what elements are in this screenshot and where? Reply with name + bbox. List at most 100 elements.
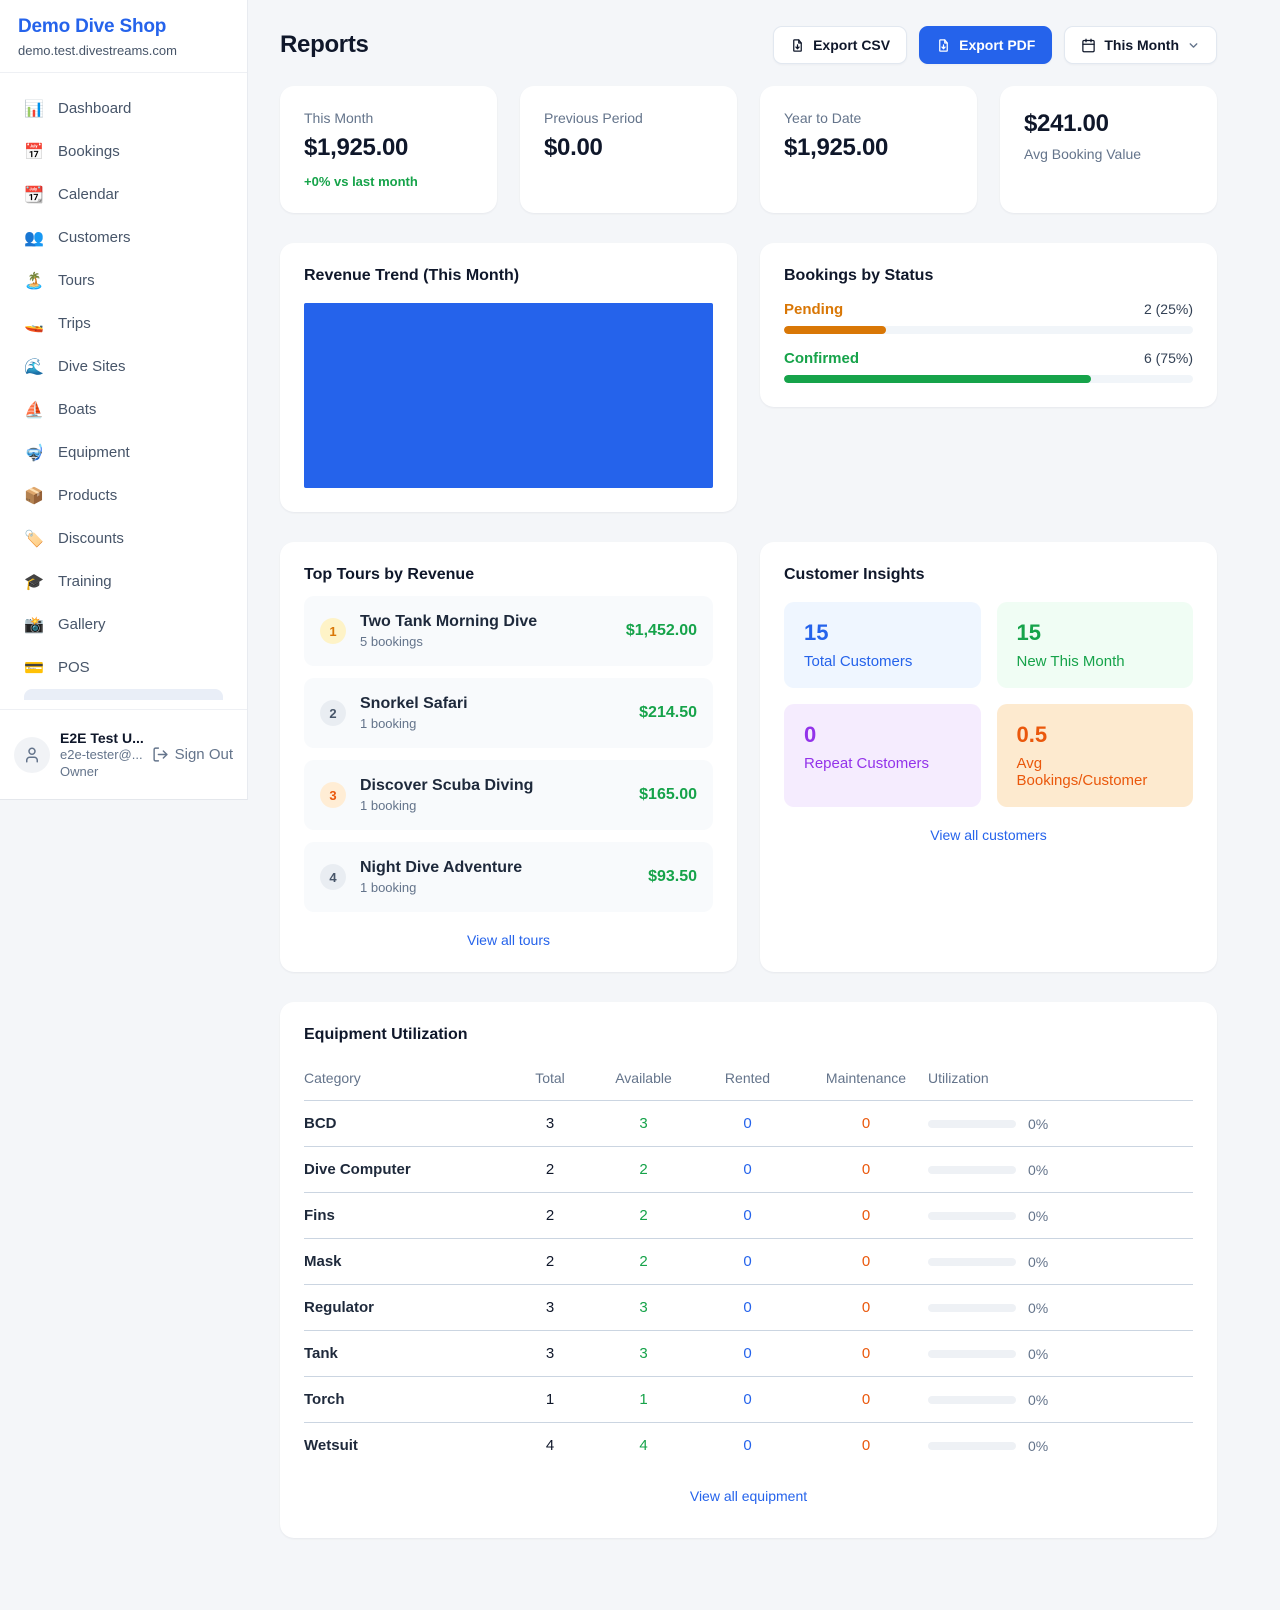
insight-value: 15 <box>804 620 829 645</box>
training-icon: 🎓 <box>24 573 44 591</box>
sidebar-item-equipment[interactable]: 🤿 Equipment <box>12 431 235 474</box>
topbar: Reports Export CSV Export PDF This Month <box>280 26 1217 64</box>
view-all-tours-link[interactable]: View all tours <box>466 932 550 948</box>
sidebar-item-trips[interactable]: 🚤 Trips <box>12 302 235 345</box>
sign-out-button[interactable]: Sign Out <box>152 746 233 763</box>
stat-value: $241.00 <box>1024 110 1109 137</box>
stat-delta: +0% vs last month <box>304 174 418 189</box>
stat-label: Avg Booking Value <box>1024 146 1142 162</box>
cell-available: 3 <box>596 1330 691 1377</box>
rank-badge: 4 <box>320 864 346 890</box>
sidebar-item-training[interactable]: 🎓 Training <box>12 560 235 603</box>
equipment-utilization-title: Equipment Utilization <box>304 1026 468 1043</box>
col-rented: Rented <box>691 1058 804 1101</box>
customers-icon: 👥 <box>24 229 44 247</box>
insight-label: Avg Bookings/Customer <box>1016 755 1148 789</box>
col-utilization: Utilization <box>928 1058 1193 1101</box>
table-row: Torch 1 1 0 0 0% <box>304 1376 1193 1423</box>
insight-value: 0 <box>804 722 817 747</box>
insight-grid: 15 Total Customers 15 New This Month 0 R… <box>784 602 1193 807</box>
cell-category: Tank <box>304 1330 504 1377</box>
sidebar-item-dashboard[interactable]: 📊 Dashboard <box>12 87 235 130</box>
tour-revenue: $1,452.00 <box>625 622 697 639</box>
products-icon: 📦 <box>24 487 44 505</box>
stat-label: This Month <box>304 110 374 126</box>
user-name: E2E Test U... <box>60 729 144 746</box>
cell-category: BCD <box>304 1100 504 1147</box>
cell-maintenance: 0 <box>861 1437 871 1454</box>
cell-maintenance: 0 <box>804 1192 928 1239</box>
period-label: This Month <box>1104 37 1179 53</box>
cell-available: 2 <box>596 1146 691 1193</box>
sidebar-item-discounts[interactable]: 🏷️ Discounts <box>12 517 235 560</box>
sidebar-item-pos[interactable]: 💳 POS <box>12 646 235 689</box>
shop-domain: demo.test.divestreams.com <box>18 43 177 58</box>
stat-value: $1,925.00 <box>304 134 409 161</box>
export-csv-button[interactable]: Export CSV <box>773 26 908 64</box>
utilization-bar <box>928 1303 1016 1312</box>
stat-label: Previous Period <box>544 110 643 126</box>
sidebar-item-products[interactable]: 📦 Products <box>12 474 235 517</box>
tour-revenue: $214.50 <box>639 704 697 721</box>
cell-category: Torch <box>304 1376 504 1423</box>
boats-icon: ⛵ <box>24 401 44 419</box>
export-pdf-button[interactable]: Export PDF <box>919 26 1053 64</box>
main-content: Reports Export CSV Export PDF This Month… <box>248 0 1280 1538</box>
sidebar-item-gallery[interactable]: 📸 Gallery <box>12 603 235 646</box>
table-row: Regulator 3 3 0 0 0% <box>304 1284 1193 1331</box>
status-label: Pending <box>784 301 844 318</box>
utilization-bar <box>928 1165 1016 1174</box>
cell-maintenance: 0 <box>804 1330 928 1377</box>
stat-card-this-month: This Month $1,925.00 +0% vs last month <box>280 86 497 213</box>
sidebar-item-tours[interactable]: 🏝️ Tours <box>12 259 235 302</box>
tour-name: Two Tank Morning Dive <box>360 613 538 630</box>
cell-total: 4 <box>545 1437 555 1454</box>
sidebar-item-dive-sites[interactable]: 🌊 Dive Sites <box>12 345 235 388</box>
insight-value: 0.5 <box>1016 722 1048 747</box>
status-bar-fill <box>784 375 1091 383</box>
stat-label: Year to Date <box>784 110 862 126</box>
cell-category: Mask <box>304 1238 504 1285</box>
user-panel: E2E Test U... e2e-tester@... Owner Sign … <box>0 709 247 799</box>
cell-available: 3 <box>596 1284 691 1331</box>
insight-total-customers: 15 Total Customers <box>784 602 981 688</box>
sidebar-item-boats[interactable]: ⛵ Boats <box>12 388 235 431</box>
cell-maintenance: 0 <box>804 1100 928 1147</box>
table-row: Fins 2 2 0 0 0% <box>304 1192 1193 1239</box>
stat-value: $1,925.00 <box>784 134 889 161</box>
cell-available: 3 <box>596 1100 691 1147</box>
user-email: e2e-tester@... <box>60 746 143 762</box>
view-all-equipment-link[interactable]: View all equipment <box>689 1488 808 1504</box>
sign-out-label: Sign Out <box>174 746 233 763</box>
sidebar-item-customers[interactable]: 👥 Customers <box>12 216 235 259</box>
stat-cards: This Month $1,925.00 +0% vs last month P… <box>280 86 1217 213</box>
cell-maintenance: 0 <box>804 1238 928 1285</box>
bookings-by-status-title: Bookings by Status <box>784 267 934 284</box>
status-bar-track <box>784 326 1193 334</box>
cell-total: 1 <box>504 1376 596 1423</box>
sidebar-item-label: Dive Sites <box>58 358 126 375</box>
status-label: Confirmed <box>784 350 859 367</box>
cell-maintenance: 0 <box>804 1376 928 1423</box>
cell-rented: 0 <box>691 1146 804 1193</box>
chevron-down-icon <box>1189 42 1198 48</box>
status-row-confirmed: Confirmed 6 (75%) <box>784 350 1193 383</box>
sidebar-item-label: Products <box>58 487 118 504</box>
discounts-icon: 🏷️ <box>24 530 44 548</box>
stat-card-previous-period: Previous Period $0.00 <box>520 86 737 213</box>
sidebar-item-reports-active-partial[interactable] <box>24 689 223 700</box>
rank-badge: 2 <box>320 700 346 726</box>
cell-rented: 0 <box>691 1284 804 1331</box>
utilization-bar <box>928 1441 1016 1450</box>
sidebar-item-calendar[interactable]: 📆 Calendar <box>12 173 235 216</box>
tour-row: 2 Snorkel Safari 1 booking $214.50 <box>304 678 713 748</box>
utilization-bar <box>928 1257 1016 1266</box>
sidebar-item-bookings[interactable]: 📅 Bookings <box>12 130 235 173</box>
utilization-percent: 0% <box>1028 1391 1049 1408</box>
period-dropdown[interactable]: This Month <box>1064 26 1217 64</box>
cell-category: Dive Computer <box>304 1146 504 1193</box>
sidebar-nav: 📊 Dashboard 📅 Bookings 📆 Calendar 👥 Cust… <box>0 73 247 700</box>
tour-row: 1 Two Tank Morning Dive 5 bookings $1,45… <box>304 596 713 666</box>
sidebar-item-label: Customers <box>58 229 131 246</box>
view-all-customers-link[interactable]: View all customers <box>930 827 1047 843</box>
